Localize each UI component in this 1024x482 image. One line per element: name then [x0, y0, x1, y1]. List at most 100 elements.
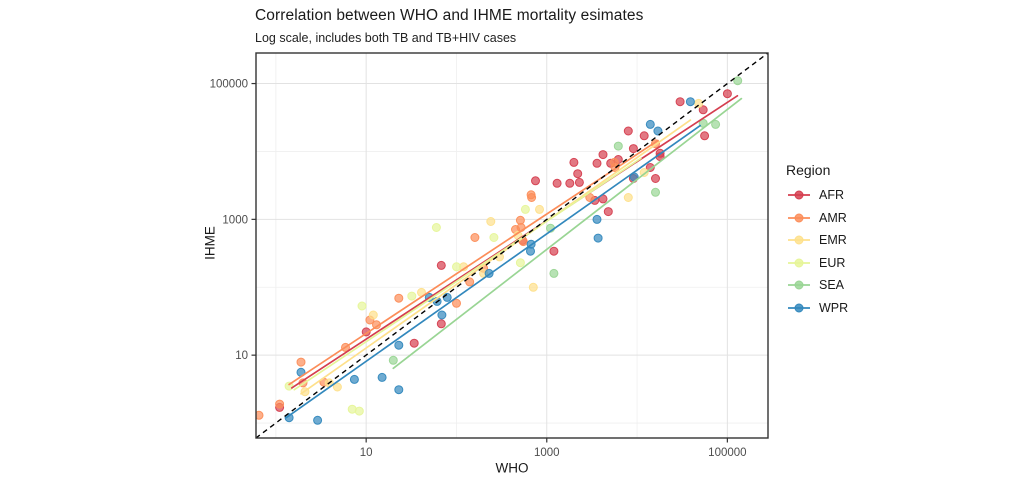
legend-key-dot — [794, 213, 804, 222]
data-point-sea — [388, 355, 398, 365]
data-point-eur — [431, 223, 441, 232]
data-point-amr — [452, 298, 461, 308]
data-point-wpr — [593, 233, 603, 243]
legend-key-emr — [788, 235, 810, 245]
points-eur — [284, 204, 530, 416]
data-point-afr — [628, 144, 638, 154]
data-point-wpr — [377, 372, 387, 382]
data-point-emr — [332, 382, 342, 392]
data-point-amr — [394, 293, 404, 303]
data-point-wpr — [313, 415, 323, 425]
legend-label-amr: AMR — [819, 210, 847, 225]
legend-entry-eur: EUR — [786, 255, 848, 271]
y-tick-label: 1000 — [222, 214, 248, 226]
data-point-sea — [651, 187, 660, 197]
panel-border — [255, 52, 769, 439]
data-point-emr — [486, 217, 496, 226]
legend-key-amr — [788, 213, 810, 222]
trend-line-sea — [392, 97, 743, 370]
legend-key-afr — [788, 190, 810, 200]
data-point-sea — [733, 76, 743, 86]
legend-key-dot — [794, 190, 804, 200]
data-layer — [256, 53, 768, 438]
data-point-eur — [515, 258, 525, 268]
legend-entry-wpr: WPR — [786, 300, 848, 316]
legend-entries: AFR AMR EMR EUR SEA WPR — [786, 187, 848, 316]
data-point-afr — [651, 174, 660, 183]
chart-subtitle: Log scale, includes both TB and TB+HIV c… — [255, 31, 517, 45]
data-point-eur — [407, 291, 417, 301]
minor-gridlines — [256, 53, 768, 438]
data-point-afr — [722, 89, 732, 99]
legend-label-afr: AFR — [819, 188, 844, 202]
data-point-amr — [275, 399, 285, 409]
data-point-eur — [354, 406, 364, 416]
legend-entry-sea: SEA — [786, 277, 848, 293]
data-point-afr — [531, 176, 540, 186]
legend-entry-afr: AFR — [786, 187, 848, 203]
data-point-emr — [368, 310, 378, 320]
legend-title: Region — [786, 162, 831, 178]
data-point-wpr — [437, 310, 447, 320]
data-point-wpr — [592, 214, 602, 224]
data-point-afr — [565, 178, 575, 188]
legend-entry-emr: EMR — [786, 232, 848, 248]
data-point-amr — [296, 357, 306, 367]
data-point-afr — [436, 260, 446, 270]
data-point-wpr — [349, 374, 359, 384]
legend-key-sea — [788, 280, 810, 290]
data-point-amr — [470, 233, 480, 242]
data-point-wpr — [394, 385, 404, 395]
data-point-eur — [452, 262, 461, 272]
data-point-wpr — [442, 292, 452, 302]
legend-key-dot — [794, 280, 804, 290]
data-point-wpr — [645, 119, 655, 129]
data-point-eur — [520, 204, 530, 214]
x-axis-title: WHO — [495, 460, 529, 476]
data-point-afr — [549, 246, 559, 256]
legend-key-dot — [794, 303, 804, 312]
data-point-afr — [573, 169, 583, 179]
data-point-afr — [645, 163, 655, 172]
data-point-afr — [623, 126, 633, 136]
legend-key-dot — [794, 235, 804, 245]
legend-entry-amr: AMR — [786, 210, 848, 226]
legend-label-emr: EMR — [819, 233, 847, 247]
data-point-wpr — [394, 340, 404, 350]
data-point-afr — [569, 157, 579, 167]
data-point-afr — [409, 338, 419, 348]
trend-line-eur — [293, 157, 642, 391]
identity-line — [256, 53, 768, 438]
data-point-emr — [535, 204, 544, 214]
data-point-afr — [639, 131, 649, 141]
legend-label-sea: SEA — [819, 278, 845, 292]
data-point-wpr — [653, 126, 663, 136]
data-point-afr — [603, 207, 613, 217]
data-point-afr — [552, 178, 562, 188]
y-tick-label: 100000 — [210, 79, 248, 91]
data-point-amr — [256, 410, 264, 420]
data-point-eur — [489, 233, 499, 242]
axis-ticks: 10 1000 100000 10 1000 100000 — [210, 79, 747, 459]
data-point-sea — [549, 268, 559, 278]
chart-title: Correlation between WHO and IHME mortali… — [255, 7, 644, 24]
data-point-afr — [598, 150, 608, 160]
data-point-wpr — [284, 413, 294, 423]
major-gridlines — [256, 53, 768, 438]
legend-label-wpr: WPR — [819, 300, 849, 315]
legend-label-eur: EUR — [819, 255, 846, 270]
points-amr — [256, 139, 660, 420]
data-point-wpr — [685, 97, 695, 107]
data-point-amr — [527, 193, 537, 202]
x-tick-label: 10 — [360, 447, 373, 459]
trend-line-wpr — [285, 124, 702, 419]
data-point-afr — [700, 131, 710, 141]
data-point-afr — [592, 158, 602, 168]
data-point-afr — [436, 319, 446, 329]
data-point-emr — [528, 282, 538, 292]
data-point-afr — [675, 97, 685, 107]
data-point-sea — [613, 141, 623, 151]
data-point-emr — [694, 98, 704, 108]
legend-key-wpr — [788, 303, 810, 312]
